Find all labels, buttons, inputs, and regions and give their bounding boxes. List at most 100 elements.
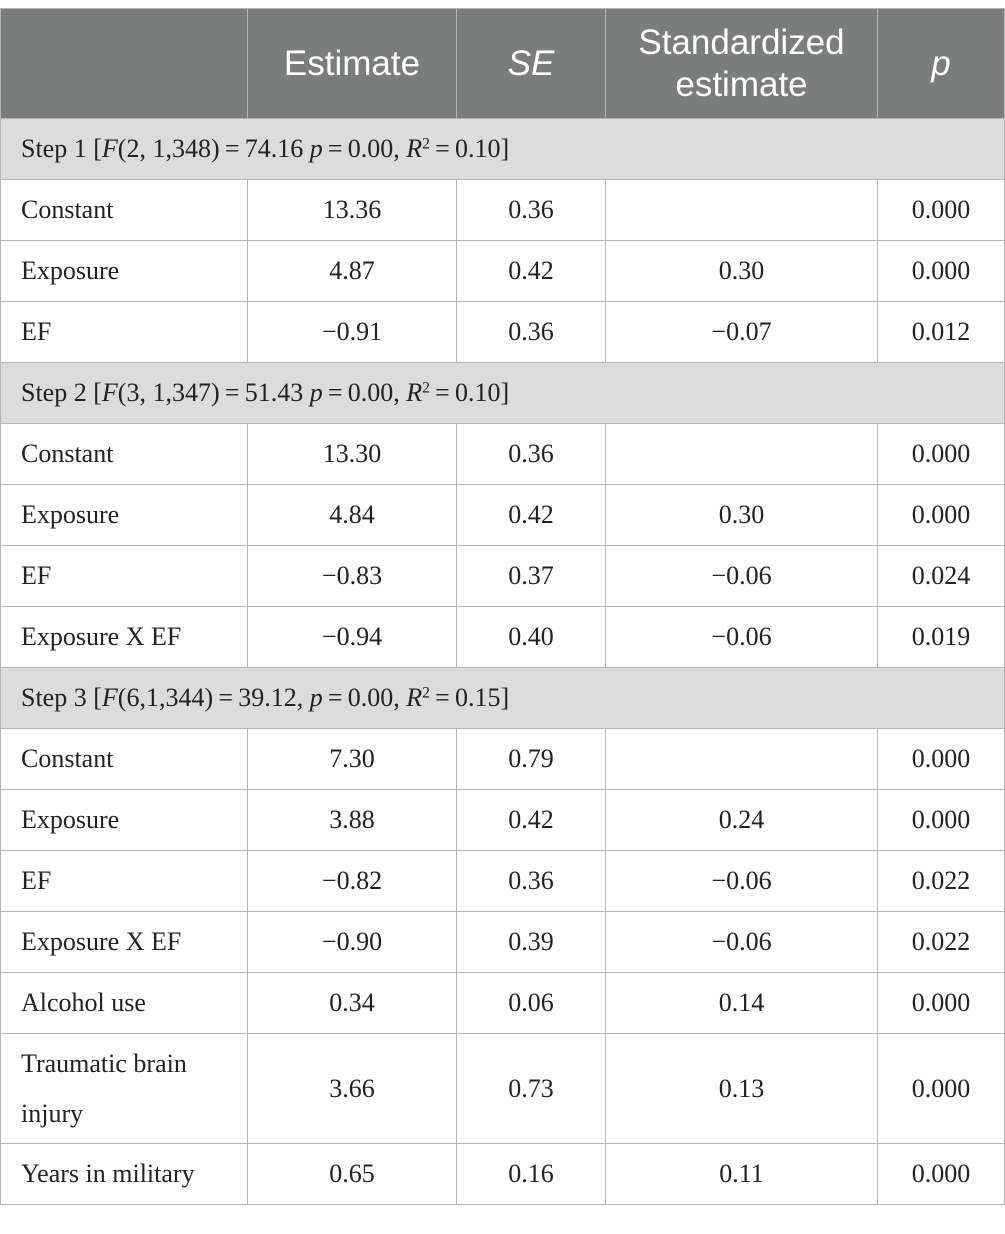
step-header-row: Step 1 [F(2, 1,348) = 74.16 p = 0.00, R2… xyxy=(0,118,1005,180)
row-label: Constant xyxy=(0,728,248,790)
p-cell: 0.022 xyxy=(877,911,1005,973)
step-header-row: Step 3 [F(6,1,344) = 39.12, p = 0.00, R2… xyxy=(0,667,1005,729)
row-label: Exposure xyxy=(0,789,248,851)
se-cell: 0.42 xyxy=(456,789,606,851)
step-summary: Step 1 [F(2, 1,348) = 74.16 p = 0.00, R2… xyxy=(0,118,1005,180)
table-row: Exposure 3.88 0.42 0.24 0.000 xyxy=(0,789,1005,851)
standardized-estimate-cell: 0.24 xyxy=(605,789,878,851)
row-label: EF xyxy=(0,850,248,912)
step-summary: Step 2 [F(3, 1,347) = 51.43 p = 0.00, R2… xyxy=(0,362,1005,424)
header-row: Estimate SE Standardized estimate p xyxy=(0,8,1005,119)
f-symbol: F xyxy=(101,378,118,407)
standardized-estimate-cell xyxy=(605,423,878,485)
p-cell: 0.000 xyxy=(877,1033,1005,1144)
row-label: EF xyxy=(0,545,248,607)
estimate-cell: −0.94 xyxy=(247,606,457,668)
standardized-estimate-cell: −0.06 xyxy=(605,850,878,912)
table-row: Exposure X EF −0.90 0.39 −0.06 0.022 xyxy=(0,911,1005,973)
se-cell: 0.37 xyxy=(456,545,606,607)
p-cell: 0.000 xyxy=(877,423,1005,485)
r-symbol: R xyxy=(406,683,423,712)
p-cell: 0.024 xyxy=(877,545,1005,607)
header-se: SE xyxy=(456,8,606,119)
estimate-cell: −0.90 xyxy=(247,911,457,973)
p-cell: 0.022 xyxy=(877,850,1005,912)
r-squared-value: 0.10 xyxy=(455,378,501,407)
r-symbol: R xyxy=(406,378,423,407)
standardized-estimate-cell: −0.06 xyxy=(605,911,878,973)
p-symbol: p xyxy=(309,683,323,712)
p-value: 0.00 xyxy=(347,378,394,407)
squared-superscript: 2 xyxy=(422,135,430,153)
step-summary: Step 3 [F(6,1,344) = 39.12, p = 0.00, R2… xyxy=(0,667,1005,729)
standardized-estimate-cell: 0.30 xyxy=(605,484,878,546)
row-label: Alcohol use xyxy=(0,972,248,1034)
standardized-estimate-cell xyxy=(605,179,878,241)
table-row: Constant 13.30 0.36 0.000 xyxy=(0,423,1005,485)
standardized-estimate-cell: −0.07 xyxy=(605,301,878,363)
standardized-estimate-cell: −0.06 xyxy=(605,606,878,668)
p-value: 0.00 xyxy=(347,134,394,163)
estimate-cell: −0.91 xyxy=(247,301,457,363)
header-estimate: Estimate xyxy=(247,8,457,119)
r-symbol: R xyxy=(406,134,423,163)
regression-table: Estimate SE Standardized estimate p Step… xyxy=(0,8,1005,1205)
header-p: p xyxy=(877,8,1005,119)
degrees-of-freedom: (3, 1,347) xyxy=(117,378,220,407)
estimate-cell: −0.82 xyxy=(247,850,457,912)
f-statistic: 51.43 xyxy=(244,378,304,407)
p-cell: 0.000 xyxy=(877,240,1005,302)
p-cell: 0.000 xyxy=(877,972,1005,1034)
p-cell: 0.000 xyxy=(877,728,1005,790)
se-cell: 0.40 xyxy=(456,606,606,668)
degrees-of-freedom: (2, 1,348) xyxy=(117,134,220,163)
se-cell: 0.36 xyxy=(456,423,606,485)
r-squared-value: 0.15 xyxy=(455,683,501,712)
se-cell: 0.79 xyxy=(456,728,606,790)
f-symbol: F xyxy=(101,683,118,712)
step-header-row: Step 2 [F(3, 1,347) = 51.43 p = 0.00, R2… xyxy=(0,362,1005,424)
table-row: Years in military 0.65 0.16 0.11 0.000 xyxy=(0,1143,1005,1205)
p-cell: 0.000 xyxy=(877,484,1005,546)
estimate-cell: 4.87 xyxy=(247,240,457,302)
estimate-cell: 7.30 xyxy=(247,728,457,790)
table-row: Exposure X EF −0.94 0.40 −0.06 0.019 xyxy=(0,606,1005,668)
p-symbol: p xyxy=(309,378,323,407)
estimate-cell: 0.65 xyxy=(247,1143,457,1205)
standardized-estimate-cell: −0.06 xyxy=(605,545,878,607)
table-row: Traumatic brain injury 3.66 0.73 0.13 0.000 xyxy=(0,1033,1005,1144)
row-label: EF xyxy=(0,301,248,363)
p-cell: 0.012 xyxy=(877,301,1005,363)
f-statistic: 39.12, xyxy=(238,683,304,712)
table-row: Alcohol use 0.34 0.06 0.14 0.000 xyxy=(0,972,1005,1034)
estimate-cell: 4.84 xyxy=(247,484,457,546)
row-label: Exposure X EF xyxy=(0,606,248,668)
p-value: 0.00 xyxy=(347,683,394,712)
se-cell: 0.73 xyxy=(456,1033,606,1144)
estimate-cell: 3.66 xyxy=(247,1033,457,1144)
se-cell: 0.06 xyxy=(456,972,606,1034)
table-row: Exposure 4.84 0.42 0.30 0.000 xyxy=(0,484,1005,546)
header-standardized-estimate: Standardized estimate xyxy=(605,8,878,119)
degrees-of-freedom: (6,1,344) xyxy=(117,683,214,712)
f-symbol: F xyxy=(101,134,118,163)
table-row: Constant 13.36 0.36 0.000 xyxy=(0,179,1005,241)
estimate-cell: 13.36 xyxy=(247,179,457,241)
se-cell: 0.16 xyxy=(456,1143,606,1205)
squared-superscript: 2 xyxy=(422,379,430,397)
estimate-cell: 13.30 xyxy=(247,423,457,485)
se-cell: 0.36 xyxy=(456,850,606,912)
header-blank xyxy=(0,8,248,119)
se-cell: 0.39 xyxy=(456,911,606,973)
row-label: Exposure xyxy=(0,484,248,546)
table-row: EF −0.82 0.36 −0.06 0.022 xyxy=(0,850,1005,912)
row-label: Traumatic brain injury xyxy=(0,1033,248,1144)
standardized-estimate-cell: 0.30 xyxy=(605,240,878,302)
squared-superscript: 2 xyxy=(422,684,430,702)
p-cell: 0.019 xyxy=(877,606,1005,668)
standardized-estimate-cell xyxy=(605,728,878,790)
table-row: EF −0.83 0.37 −0.06 0.024 xyxy=(0,545,1005,607)
se-cell: 0.36 xyxy=(456,301,606,363)
row-label: Constant xyxy=(0,423,248,485)
row-label: Exposure xyxy=(0,240,248,302)
